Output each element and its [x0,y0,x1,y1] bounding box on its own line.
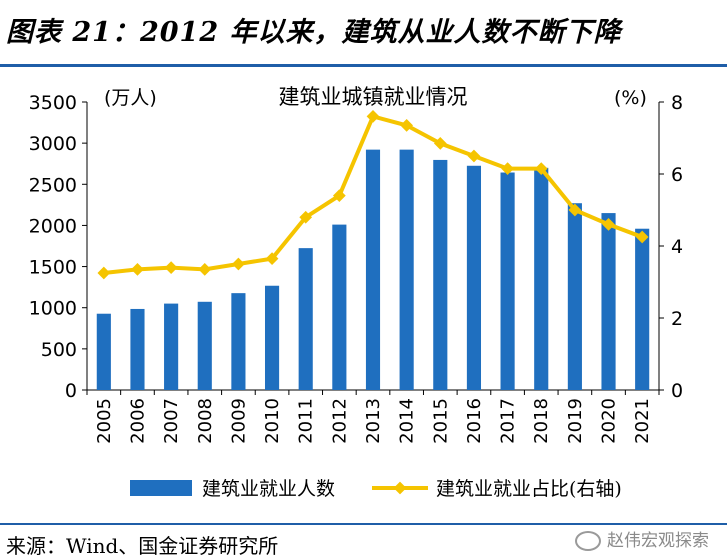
line-point [433,137,447,150]
line-point [366,110,380,123]
right-axis-unit: (%) [614,87,647,109]
bar [298,248,313,390]
line-point [198,263,212,276]
left-tick-label: 3500 [29,92,77,114]
legend-bar-swatch [130,480,192,496]
line-point [164,261,178,274]
x-tick-label: 2014 [397,398,418,444]
bar [197,301,212,390]
watermark: 赵伟宏观探索 [575,526,709,551]
bar [96,313,111,390]
legend-bar-label: 建筑业就业人数 [202,478,335,500]
bar [433,159,448,390]
line-point [400,119,414,132]
line-point [97,266,111,280]
bar [567,203,582,390]
x-tick-label: 2018 [531,398,552,444]
right-tick-label: 0 [671,380,683,402]
footer-divider [0,523,727,525]
x-tick-label: 2017 [498,398,519,444]
x-tick-label: 2006 [127,398,148,444]
left-tick-label: 500 [41,339,77,361]
bar [264,285,280,390]
left-tick-label: 1500 [29,257,77,279]
bar [365,149,381,390]
bar [399,149,414,390]
x-tick-label: 2013 [363,398,384,444]
right-tick-label: 6 [671,164,683,186]
wechat-icon [575,531,601,551]
legend-line-marker [393,481,407,495]
x-tick-label: 2008 [195,398,216,444]
bar [332,224,347,390]
right-tick-label: 8 [671,92,683,114]
left-axis-unit: (万人) [104,87,157,109]
x-tick-label: 2005 [94,398,115,444]
left-tick-label: 3000 [29,133,77,155]
bar [466,165,482,390]
x-tick-label: 2021 [632,398,653,444]
watermark-text: 赵伟宏观探索 [607,531,709,551]
left-tick-label: 1000 [29,298,77,320]
left-tick-label: 2500 [29,174,77,196]
x-tick-label: 2020 [599,398,620,444]
line-point [299,210,313,224]
line-point [265,252,279,265]
bar [500,172,515,390]
x-tick-label: 2015 [430,398,451,444]
line-point [501,162,514,175]
x-tick-label: 2011 [296,398,317,444]
figure-header: 图表 21：2012 年以来，建筑从业人数不断下降 [0,0,727,68]
line-point [332,189,346,202]
left-tick-label: 2000 [29,215,77,237]
legend-line-label: 建筑业就业占比(右轴) [436,478,622,500]
line-point [467,149,481,163]
chart-area: 建筑业城镇就业情况 (万人) (%) 0 500 1000 1500 2000 2500 3000… [29,85,683,500]
right-tick-label: 2 [671,308,683,330]
x-tick-label: 2010 [262,398,283,444]
x-tick-label: 2016 [464,398,485,444]
bar [534,167,549,390]
left-tick-label: 0 [65,380,77,402]
right-tick-label: 4 [671,236,683,258]
x-tick-label: 2012 [329,398,350,444]
bar [130,308,145,390]
bar [635,228,650,390]
bar [164,303,179,390]
header-divider [0,64,727,67]
line-point [131,263,144,276]
line-point [232,257,245,271]
x-tick-label: 2019 [565,398,586,444]
x-tick-label: 2007 [161,398,182,444]
bar [601,213,616,390]
x-tick-label: 2009 [228,398,249,444]
chart-title: 建筑业城镇就业情况 [279,85,468,109]
source-note: 来源：Wind、国金证券研究所 [6,534,279,558]
bar [231,293,246,390]
figure-title: 图表 21：2012 年以来，建筑从业人数不断下降 [6,17,622,48]
